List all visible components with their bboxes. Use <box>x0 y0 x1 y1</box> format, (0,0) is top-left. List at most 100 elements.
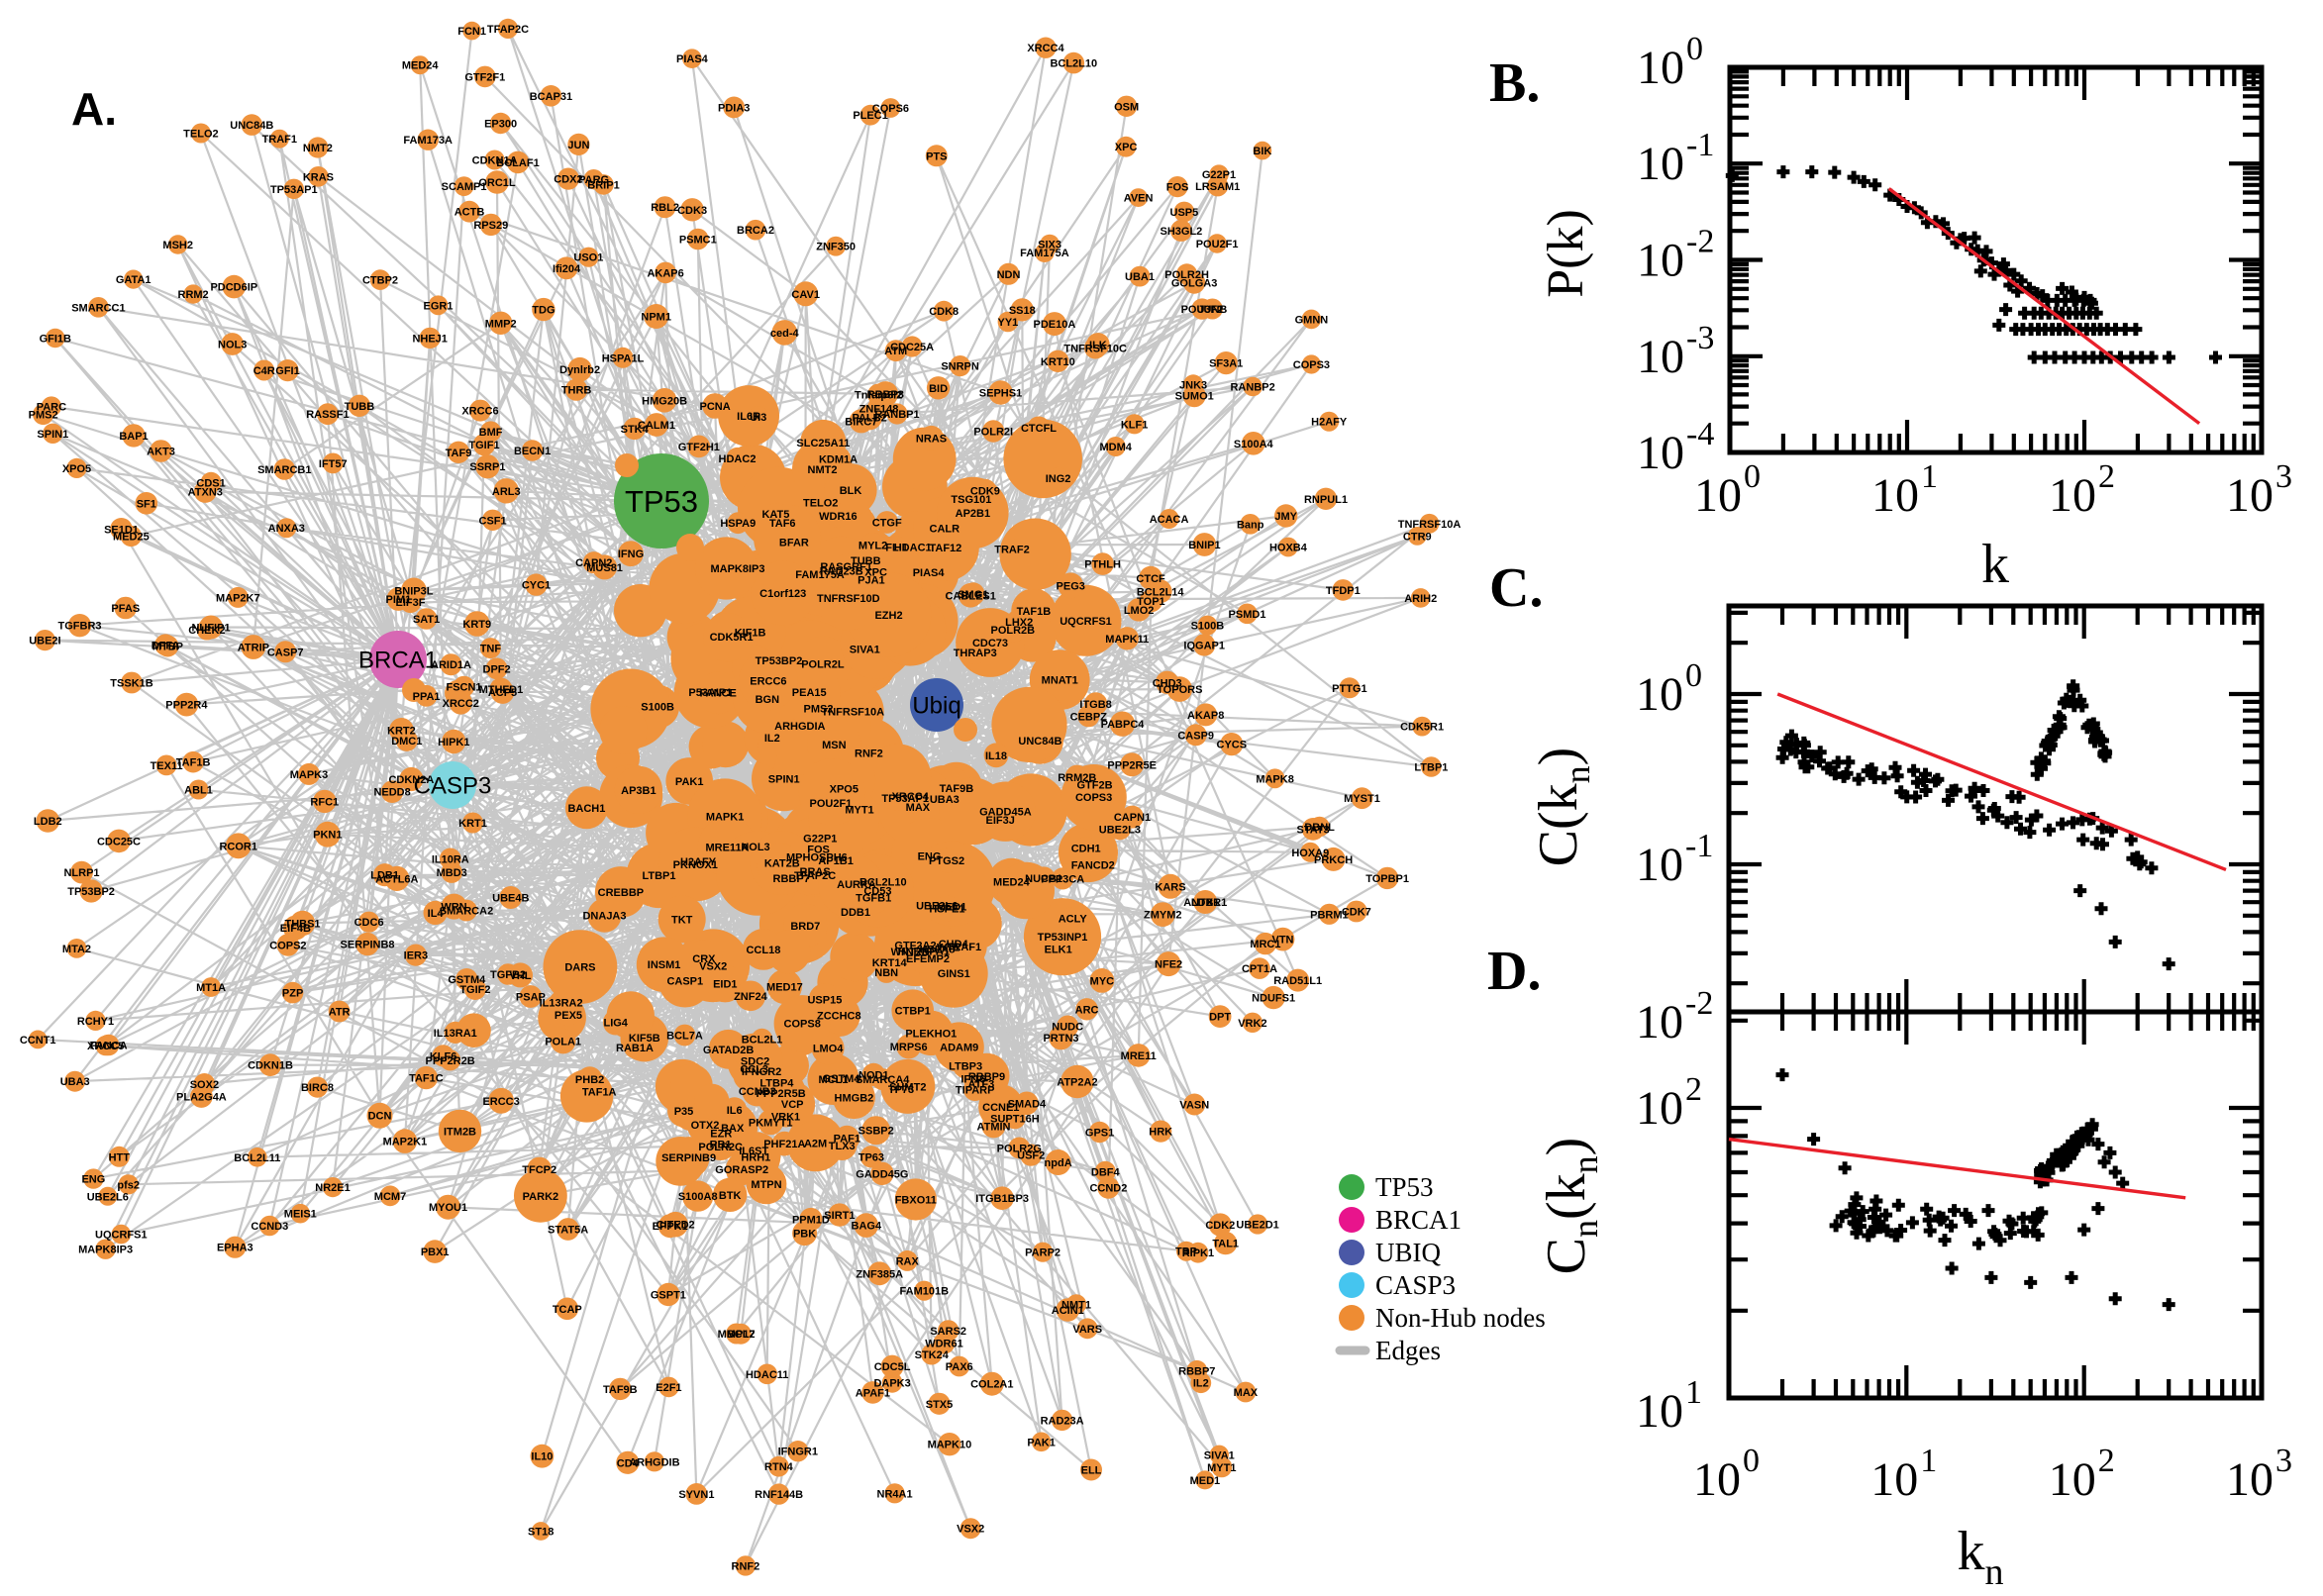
svg-text:pfs2: pfs2 <box>117 1179 140 1191</box>
svg-text:GOLGA3: GOLGA3 <box>1171 278 1217 290</box>
svg-text:VTN: VTN <box>1272 935 1294 947</box>
svg-text:CDX2: CDX2 <box>554 174 582 186</box>
svg-text:TAF1B: TAF1B <box>176 757 211 769</box>
svg-text:RFC1: RFC1 <box>310 796 339 808</box>
svg-text:STK24: STK24 <box>915 1349 950 1361</box>
svg-text:OSM: OSM <box>1114 101 1139 113</box>
svg-text:WT1: WT1 <box>937 943 960 954</box>
svg-text:S100B: S100B <box>641 702 674 714</box>
svg-text:WNT2B: WNT2B <box>891 947 930 958</box>
svg-text:HDAC1: HDAC1 <box>894 543 932 554</box>
svg-text:RAD23B: RAD23B <box>820 565 863 577</box>
svg-text:CASP9: CASP9 <box>1177 730 1214 742</box>
svg-text:UNC84B: UNC84B <box>1018 736 1061 748</box>
svg-text:HMG20B: HMG20B <box>642 395 687 407</box>
svg-text:BCL7A: BCL7A <box>666 1031 703 1043</box>
svg-text:CALR: CALR <box>930 524 960 536</box>
svg-text:MAPK8IP3: MAPK8IP3 <box>78 1245 133 1256</box>
svg-text:SF1: SF1 <box>137 498 156 510</box>
svg-text:CDKN1B: CDKN1B <box>248 1060 293 1072</box>
svg-text:A2M: A2M <box>804 1138 827 1149</box>
svg-text:NFE2: NFE2 <box>1155 959 1182 971</box>
svg-text:TP53AP1: TP53AP1 <box>881 793 929 805</box>
svg-text:10: 10 <box>1693 1453 1741 1506</box>
svg-text:RBBP8: RBBP8 <box>867 389 904 401</box>
svg-text:DBF4: DBF4 <box>1091 1166 1121 1178</box>
svg-text:CD53: CD53 <box>863 886 891 898</box>
svg-text:IL6ST: IL6ST <box>739 1146 768 1157</box>
svg-text:MEIS1: MEIS1 <box>284 1209 317 1221</box>
svg-text:PEA15: PEA15 <box>792 687 827 699</box>
svg-text:POLR2L: POLR2L <box>801 659 845 671</box>
svg-text:PIAS4: PIAS4 <box>913 567 946 579</box>
svg-text:10: 10 <box>1636 839 1683 891</box>
svg-text:D.: D. <box>1487 941 1541 1002</box>
svg-text:JMY: JMY <box>1274 511 1297 523</box>
svg-text:DFFA: DFFA <box>152 640 180 651</box>
svg-text:HSPA9: HSPA9 <box>720 518 756 530</box>
svg-text:POLR2I: POLR2I <box>973 427 1013 439</box>
svg-text:IL4: IL4 <box>428 908 445 920</box>
svg-text:TP73: TP73 <box>888 1084 914 1096</box>
svg-text:TELO2: TELO2 <box>183 129 218 141</box>
svg-text:10: 10 <box>1871 469 1919 522</box>
svg-text:GTF2F1: GTF2F1 <box>464 71 505 83</box>
svg-text:SLC25A11: SLC25A11 <box>796 438 850 449</box>
svg-text:BLK: BLK <box>840 485 862 497</box>
svg-text:GATA1: GATA1 <box>116 274 152 286</box>
svg-text:CDK5R1: CDK5R1 <box>1400 722 1444 734</box>
svg-text:COPS2: COPS2 <box>269 940 306 951</box>
svg-text:UBE2L3: UBE2L3 <box>1099 824 1141 836</box>
svg-text:NR4A1: NR4A1 <box>877 1488 913 1500</box>
svg-text:PAX6: PAX6 <box>946 1361 973 1373</box>
svg-text:10: 10 <box>1636 1385 1683 1438</box>
svg-text:PARG: PARG <box>578 174 609 186</box>
svg-text:TIPARP: TIPARP <box>956 1084 995 1096</box>
svg-text:FOS: FOS <box>1166 182 1189 194</box>
svg-text:RNPUL1: RNPUL1 <box>1304 494 1348 506</box>
svg-text:10: 10 <box>1637 235 1684 287</box>
svg-text:IQGAP1: IQGAP1 <box>1183 640 1225 651</box>
svg-text:POLR2B: POLR2B <box>990 625 1035 637</box>
svg-text:COL2A1: COL2A1 <box>970 1379 1013 1391</box>
svg-text:MRE11: MRE11 <box>1121 1050 1157 1062</box>
svg-text:PHB2: PHB2 <box>575 1074 604 1086</box>
svg-text:MAPK10: MAPK10 <box>928 1440 972 1451</box>
svg-text:NUFIP1: NUFIP1 <box>191 623 230 635</box>
svg-text:ARHGDIA: ARHGDIA <box>774 721 825 733</box>
svg-text:ced-4: ced-4 <box>770 328 800 340</box>
svg-text:SYVN1: SYVN1 <box>678 1489 714 1501</box>
svg-text:KARS: KARS <box>1155 881 1185 893</box>
svg-text:BAP1: BAP1 <box>119 431 148 443</box>
svg-text:TSSK1B: TSSK1B <box>110 678 152 690</box>
svg-text:H2AFY: H2AFY <box>680 856 717 868</box>
svg-text:EID1: EID1 <box>713 979 737 991</box>
svg-text:COPS6: COPS6 <box>872 103 909 115</box>
svg-text:3: 3 <box>2275 1443 2292 1479</box>
svg-text:CTR9: CTR9 <box>1403 531 1432 543</box>
svg-text:TGFBR3: TGFBR3 <box>58 621 102 633</box>
svg-text:UBA3: UBA3 <box>930 794 960 806</box>
svg-text:BFAR: BFAR <box>779 538 809 549</box>
svg-text:PPP2R4: PPP2R4 <box>165 700 208 712</box>
svg-text:10: 10 <box>2049 1453 2096 1506</box>
svg-text:FANCE: FANCE <box>700 688 737 700</box>
svg-text:RASSF1: RASSF1 <box>306 409 349 421</box>
svg-text:COPS3: COPS3 <box>1075 792 1112 804</box>
svg-text:ZNF385A: ZNF385A <box>856 1268 903 1280</box>
svg-text:GPS1: GPS1 <box>1085 1128 1114 1140</box>
svg-text:TUBB: TUBB <box>345 401 375 413</box>
svg-text:BCL2L14: BCL2L14 <box>1137 586 1185 598</box>
svg-text:GFI1: GFI1 <box>275 365 299 377</box>
svg-text:CDC5L: CDC5L <box>874 1361 911 1373</box>
svg-text:PIM1: PIM1 <box>386 594 412 606</box>
svg-text:IL6: IL6 <box>727 1105 743 1117</box>
svg-text:HRK: HRK <box>1149 1127 1172 1139</box>
svg-text:SIX3: SIX3 <box>1038 240 1061 251</box>
svg-text:MTHFD1: MTHFD1 <box>479 684 524 696</box>
svg-text:CDC73: CDC73 <box>972 638 1008 649</box>
svg-text:P53AIP1: P53AIP1 <box>688 687 732 699</box>
svg-text:TGIF1: TGIF1 <box>468 440 499 451</box>
svg-text:SMARCA4: SMARCA4 <box>856 1074 910 1086</box>
svg-text:IL2: IL2 <box>764 733 780 745</box>
